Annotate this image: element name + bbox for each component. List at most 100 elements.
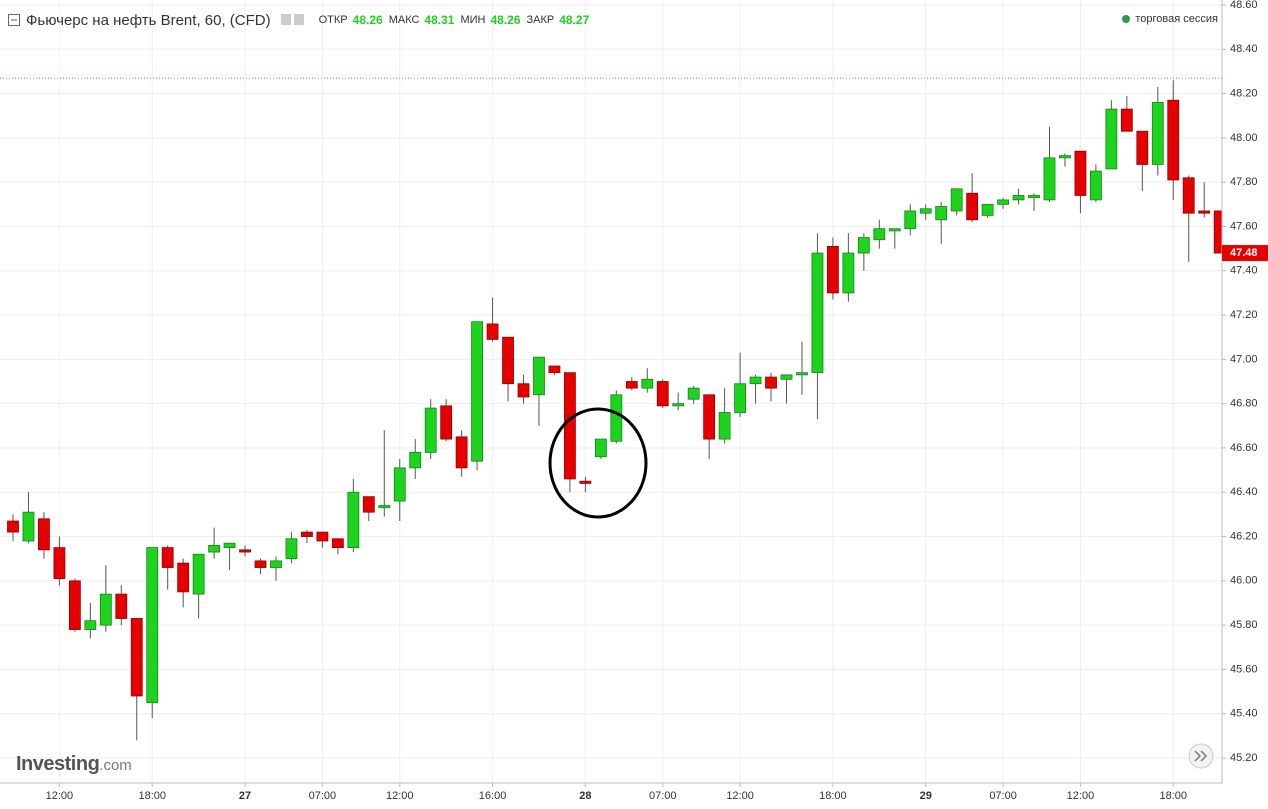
candle-body	[842, 252, 855, 294]
candle-body	[38, 518, 50, 551]
candle-body	[594, 438, 607, 458]
grid	[0, 0, 1222, 783]
candle-body	[857, 237, 870, 254]
y-tick-label: 45.40	[1230, 708, 1258, 720]
candle-body	[254, 560, 267, 568]
candle-body	[1074, 150, 1087, 196]
stats: ОТКР 48.26 МАКС 48.31 МИН 48.26 ЗАКР 48.27	[313, 13, 590, 27]
candle-body	[115, 593, 128, 619]
candle-body	[579, 480, 592, 484]
x-tick-label: 07:00	[649, 790, 677, 802]
candle-body	[99, 593, 112, 626]
candle-body	[827, 246, 839, 294]
y-tick-label: 45.60	[1230, 663, 1258, 675]
y-tick-label: 45.80	[1230, 619, 1258, 631]
y-tick-label: 47.80	[1230, 176, 1258, 188]
candle-body	[548, 365, 561, 374]
axes: 45.20 45.40 45.60 45.80 46.00 46.20 46.40 46.60…	[46, 0, 1268, 802]
candle-body	[1059, 155, 1071, 159]
candle-body	[301, 531, 313, 537]
candle-body	[718, 412, 731, 440]
settings-icons[interactable]	[280, 13, 305, 27]
candle-body	[919, 208, 932, 214]
candle-body	[687, 387, 700, 400]
candle-body	[1167, 99, 1180, 181]
candle-body	[146, 547, 159, 704]
candle-body	[811, 252, 824, 374]
candle-body	[796, 372, 808, 376]
y-tick-label: 48.00	[1230, 132, 1258, 144]
y-tick-label: 46.20	[1230, 530, 1258, 542]
candle-body	[316, 531, 329, 542]
candle-body	[347, 491, 360, 549]
candle-body	[1213, 210, 1222, 254]
plot	[0, 77, 1222, 741]
candle-body	[177, 562, 190, 593]
y-tick-label: 47.20	[1230, 309, 1258, 321]
brand: Investing.com	[16, 753, 132, 776]
candle-body	[331, 538, 344, 549]
scroll-icon	[1194, 750, 1208, 762]
candle-body	[393, 467, 406, 502]
session-dot	[1122, 15, 1131, 23]
session-label: торговая сессия	[1135, 13, 1218, 25]
stat-label: МАКС	[388, 14, 420, 26]
candle-body	[904, 210, 917, 230]
candle-body	[455, 436, 468, 469]
candle-body	[502, 336, 514, 385]
y-tick-label: 48.20	[1230, 87, 1258, 99]
candle-body	[1105, 108, 1118, 170]
candle-body	[1182, 177, 1195, 214]
stat-label: ОТКР	[318, 14, 348, 26]
candle-body	[285, 538, 298, 560]
x-tick-label: 07:00	[989, 790, 1017, 802]
candle-body	[239, 549, 251, 553]
candle-body	[409, 451, 422, 469]
candle-body	[749, 376, 762, 385]
candle-body	[223, 542, 236, 549]
candle-body	[84, 620, 97, 630]
candle-body	[888, 228, 901, 232]
stat-label: МИН	[460, 14, 486, 26]
candle-body	[533, 356, 545, 396]
collapse-icon[interactable]	[8, 14, 20, 26]
annotation-circle	[548, 407, 648, 519]
x-tick-label: 27	[239, 790, 251, 802]
candle-body	[765, 376, 777, 389]
candle-body	[517, 383, 530, 398]
candle-body	[270, 560, 282, 568]
candle-body	[1090, 170, 1102, 201]
candle-body	[1151, 102, 1164, 165]
x-tick-label: 12:00	[1067, 790, 1095, 802]
candle-body	[997, 199, 1009, 205]
y-tick-label: 46.60	[1230, 442, 1258, 454]
candle-body	[1028, 195, 1040, 199]
y-tick-label: 46.00	[1230, 575, 1258, 587]
chart-title: Фьючерс на нефть Brent, 60, (CFD)	[26, 11, 271, 29]
candle-body	[1043, 157, 1056, 201]
y-tick-label: 48.60	[1230, 0, 1258, 11]
candle-body	[68, 580, 81, 630]
candle-body	[734, 383, 746, 413]
candle-body	[1120, 108, 1133, 132]
x-tick-label: 12:00	[726, 790, 754, 802]
session-legend: торговая сессия	[1121, 13, 1218, 25]
y-tick-label: 46.80	[1230, 398, 1258, 410]
x-tick-label: 29	[920, 790, 932, 802]
candle-body	[610, 394, 623, 442]
header: Фьючерс на нефть Brent, 60, (CFD) ОТКР 48…	[8, 10, 589, 30]
brand-suffix: .com	[99, 757, 132, 774]
candle-body	[780, 374, 793, 380]
candle-body	[1136, 130, 1149, 165]
candle-body	[362, 496, 375, 513]
candle-body	[471, 321, 484, 462]
candle-body	[641, 378, 654, 389]
y-tick-label: 47.00	[1230, 353, 1258, 365]
x-tick-label: 28	[579, 790, 591, 802]
y-tick-label: 47.40	[1230, 265, 1258, 277]
x-tick-label: 18:00	[819, 790, 847, 802]
x-tick-label: 18:00	[1159, 790, 1187, 802]
stat-value: 48.26	[352, 13, 383, 27]
